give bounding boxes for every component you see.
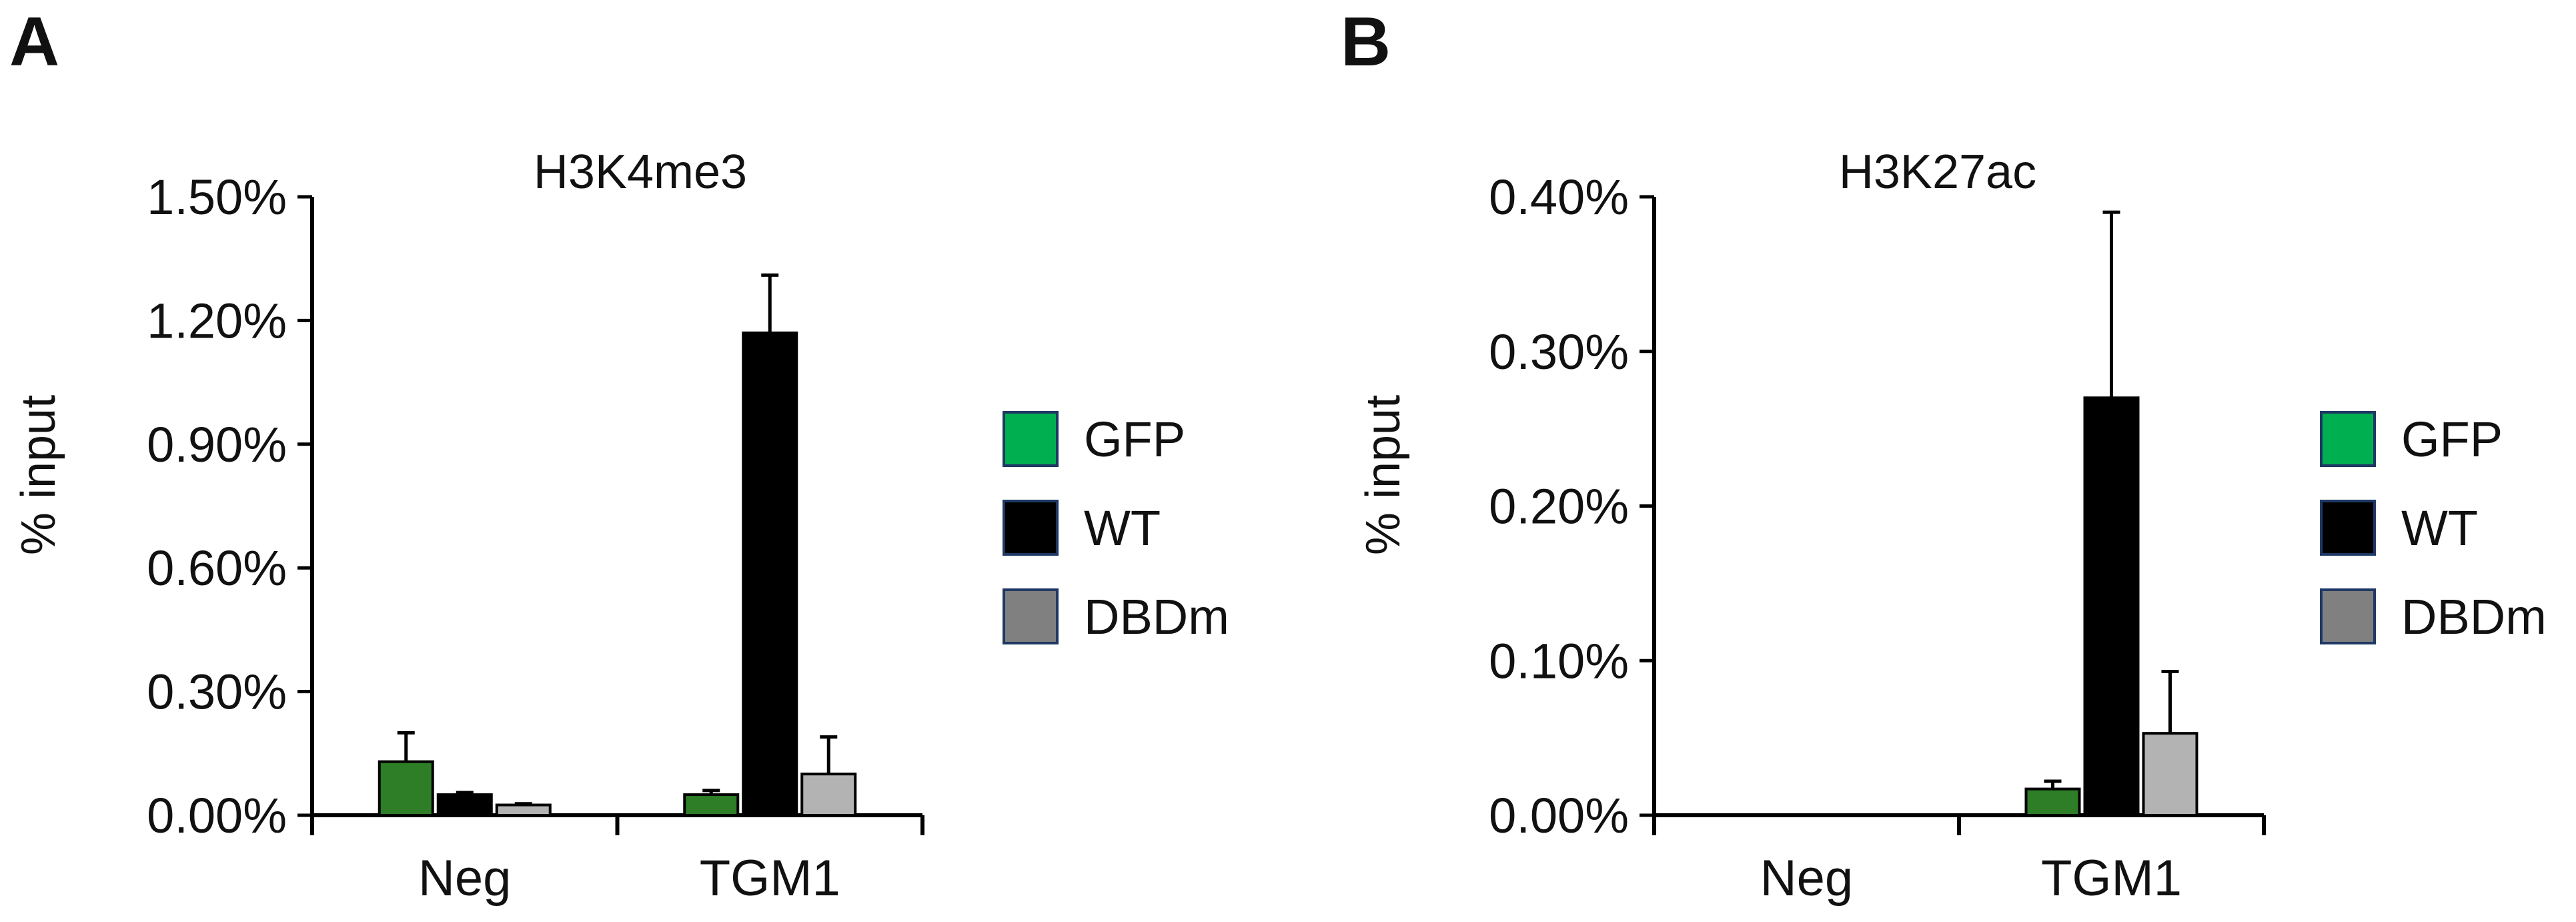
panel-a-bar-gfp xyxy=(683,793,740,817)
panel-a-bar-wt xyxy=(742,331,798,817)
panel-a-bar-dbdm xyxy=(495,803,552,817)
panel-a-legend-swatch-wt xyxy=(1003,500,1059,556)
panel-b-y-tick-label: 0.20% xyxy=(1489,479,1629,534)
panel-b-y-tick-label: 0.10% xyxy=(1489,633,1629,688)
panel-b-legend-label-wt: WT xyxy=(2401,500,2478,556)
panel-b-y-tick-label: 0.30% xyxy=(1489,324,1629,380)
panel-a-y-tick-label: 0.60% xyxy=(147,540,287,596)
panel-b-bar-gfp xyxy=(2024,787,2081,817)
panel-a-title: H3K4me3 xyxy=(534,145,747,199)
panel-b-legend-label-gfp: GFP xyxy=(2401,412,2503,467)
panel-a-y-tick-label: 0.00% xyxy=(147,788,287,843)
panel-b-legend-swatch-wt xyxy=(2320,500,2376,556)
panel-a-bar-gfp xyxy=(378,760,434,817)
panel-a-y-tick-label: 1.20% xyxy=(147,293,287,348)
panel-b-title: H3K27ac xyxy=(1839,145,2036,199)
panel-b-legend-swatch-gfp xyxy=(2320,411,2376,467)
panel-a-y-tick-label: 1.50% xyxy=(147,169,287,225)
panel-a-y-tick-label: 0.30% xyxy=(147,664,287,720)
panel-b-legend-label-dbdm: DBDm xyxy=(2401,589,2547,644)
panel-a-legend-label-wt: WT xyxy=(1084,500,1161,556)
panel-a-ylabel: % input xyxy=(12,395,65,555)
panel-a-legend-label-dbdm: DBDm xyxy=(1084,589,1229,644)
panel-b-y-tick-label: 0.40% xyxy=(1489,169,1629,225)
panel-a-letter: A xyxy=(9,3,59,81)
panel-b-legend-swatch-dbdm xyxy=(2320,588,2376,644)
panel-a-bar-dbdm xyxy=(800,773,857,817)
panel-a-legend-label-gfp: GFP xyxy=(1084,412,1185,467)
panel-a-bar-wt xyxy=(436,793,493,817)
panel-b-category-label: TGM1 xyxy=(2041,850,2182,907)
panel-a-y-tick-label: 0.90% xyxy=(147,417,287,472)
panel-b-letter: B xyxy=(1341,3,1391,81)
panel-b-bar-dbdm xyxy=(2142,732,2198,817)
panel-b-bar-wt xyxy=(2083,396,2140,817)
panel-a-category-label: Neg xyxy=(418,850,511,907)
panel-a-category-label: TGM1 xyxy=(700,850,840,907)
panel-a-legend-swatch-dbdm xyxy=(1003,588,1059,644)
panel-b-ylabel: % input xyxy=(1357,395,1410,555)
panel-b-category-label: Neg xyxy=(1760,850,1853,907)
panel-a-legend-swatch-gfp xyxy=(1003,411,1059,467)
panel-b-y-tick-label: 0.00% xyxy=(1489,788,1629,843)
